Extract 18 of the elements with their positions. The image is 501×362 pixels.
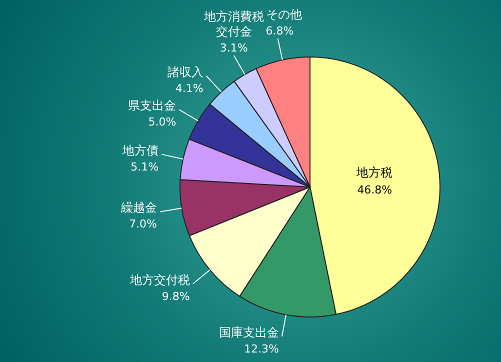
data-label: 5.1% [130,160,159,174]
slice-label: その他 [266,7,302,22]
slice-label: 県支出金 [128,98,176,113]
slice-label: 国庫支出金 [218,325,279,340]
data-label: 3.1% [220,41,248,54]
slice-label: 地方消費税交付金 [202,9,264,38]
data-label: 5.0% [148,116,176,129]
slice-label: 地方交付税 [128,272,190,287]
slice-label: 諸収入 [167,64,204,79]
data-label: 6.8% [266,24,294,38]
slice-label: 地方債 [122,143,159,158]
data-label: 46.8% [357,183,392,196]
data-label: 7.0% [129,218,158,231]
data-label: 12.3% [244,342,279,356]
slice-label: 地方税 [356,165,393,180]
slice-label: 繰越金 [120,200,158,215]
data-label: 4.1% [175,82,204,95]
data-label: 9.8% [162,290,190,303]
